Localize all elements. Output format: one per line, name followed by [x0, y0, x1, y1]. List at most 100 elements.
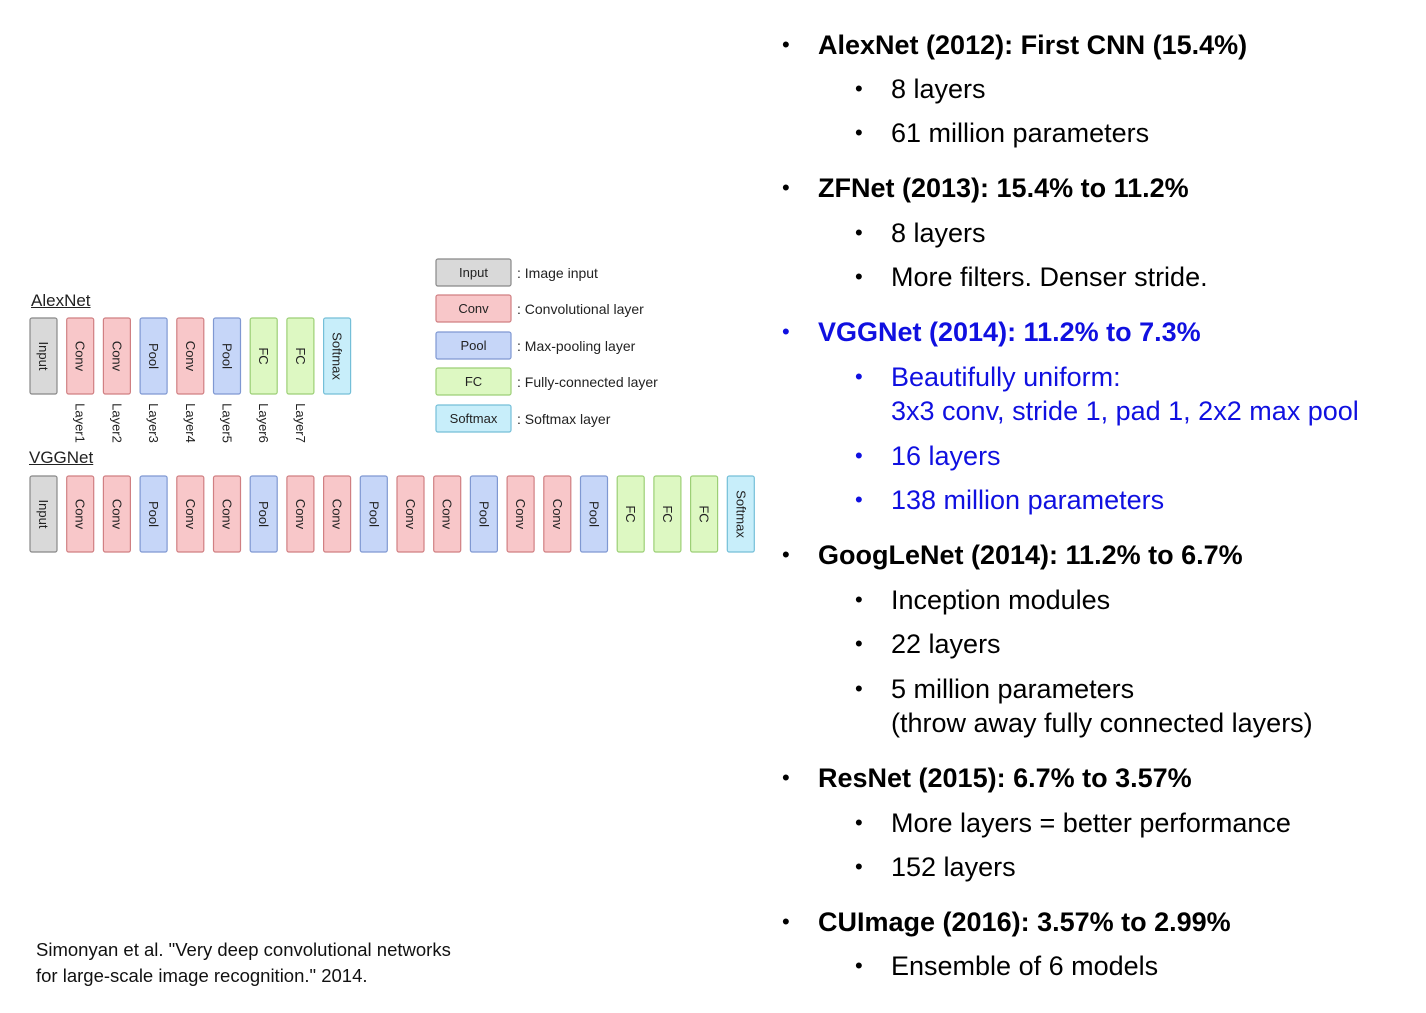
conv-block-label: Conv: [330, 499, 345, 530]
pool-block: [579, 475, 609, 553]
fc-block: [653, 475, 682, 553]
pool-block-label: Pool: [146, 501, 161, 527]
fc-block: [249, 317, 278, 395]
bullet-dot: •: [782, 175, 790, 200]
pool-block-label: Pool: [476, 501, 491, 527]
legend-description: : Fully-connected layer: [517, 374, 658, 390]
zfnet-item: More filters. Denser stride.: [891, 262, 1208, 292]
alexnet-heading: AlexNet (2012): First CNN (15.4%): [818, 30, 1248, 60]
conv-block-label: Conv: [109, 341, 124, 372]
fc-block-label: FC: [293, 347, 308, 364]
vggnet-item-continued: 3x3 conv, stride 1, pad 1, 2x2 max pool: [891, 396, 1359, 426]
conv-block: [506, 475, 535, 553]
fc-block-label: FC: [256, 347, 271, 364]
conv-block: [176, 317, 205, 395]
conv-block: [543, 475, 572, 553]
input-block: [29, 317, 58, 395]
fc-block-label: FC: [623, 505, 638, 522]
bullet-dot: •: [855, 487, 863, 512]
fc-block-label: FC: [697, 505, 712, 522]
conv-block: [102, 475, 132, 553]
googlenet-heading: GoogLeNet (2014): 11.2% to 6.7%: [818, 540, 1243, 570]
citation-line-2: for large-scale image recognition." 2014…: [36, 965, 368, 986]
layer-label: Layer3: [146, 403, 161, 443]
bullet-dot: •: [855, 587, 863, 612]
pool-block: [139, 317, 168, 395]
pool-block-label: Pool: [460, 338, 486, 353]
resnet-item: 152 layers: [891, 852, 1016, 882]
fc-block: [286, 317, 315, 395]
conv-block-label: Conv: [550, 499, 565, 530]
bullet-dot: •: [782, 765, 790, 790]
fc-block: [435, 367, 512, 396]
conv-block: [396, 475, 425, 553]
legend-description: : Convolutional layer: [517, 301, 644, 317]
input-block-label: Input: [36, 342, 51, 371]
pool-block-label: Pool: [146, 343, 161, 369]
fc-block-label: FC: [660, 505, 675, 522]
bullet-dot: •: [782, 32, 790, 57]
conv-block-label: Conv: [220, 499, 235, 530]
conv-block: [286, 475, 315, 553]
bullet-dot: •: [855, 364, 863, 389]
citation-line-1: Simonyan et al. "Very deep convolutional…: [36, 939, 451, 960]
pool-block: [469, 475, 498, 553]
vggnet-item: 16 layers: [891, 441, 1001, 471]
conv-block-label: Conv: [440, 499, 455, 530]
conv-block: [212, 475, 242, 553]
conv-block: [66, 475, 95, 553]
conv-block: [323, 475, 352, 553]
pool-block-label: Pool: [366, 501, 381, 527]
layer-label: Layer2: [109, 403, 124, 443]
citation: Simonyan et al. "Very deep convolutional…: [36, 937, 451, 989]
layer-label: Layer1: [73, 403, 88, 443]
fc-block: [616, 475, 645, 553]
vggnet-heading: VGGNet (2014): 11.2% to 7.3%: [818, 317, 1201, 347]
conv-block-label: Conv: [183, 341, 198, 372]
pool-block-label: Pool: [220, 343, 235, 369]
conv-block-label: Conv: [458, 301, 489, 316]
alexnet-title: AlexNet: [31, 291, 91, 310]
vggnet-item: Beautifully uniform:: [891, 362, 1121, 392]
bullet-dot: •: [855, 953, 863, 978]
cuimage-heading: CUImage (2016): 3.57% to 2.99%: [818, 907, 1231, 937]
input-block-label: Input: [36, 500, 51, 529]
bullet-dot: •: [855, 854, 863, 879]
layer-label: Layer7: [293, 403, 308, 443]
pool-block-label: Pool: [256, 501, 271, 527]
conv-block: [102, 317, 132, 395]
conv-block-label: Conv: [403, 499, 418, 530]
layer-label: Layer4: [183, 403, 198, 443]
alexnet-item: 61 million parameters: [891, 118, 1150, 148]
bullet-dot: •: [855, 120, 863, 145]
conv-block-label: Conv: [73, 499, 88, 530]
legend-description: : Max-pooling layer: [517, 338, 636, 354]
conv-block: [176, 475, 205, 553]
vggnet-item: 138 million parameters: [891, 485, 1165, 515]
softmax-block: [726, 475, 755, 553]
conv-block-label: Conv: [293, 499, 308, 530]
softmax-block-label: Softmax: [330, 332, 345, 380]
googlenet-item-continued: (throw away fully connected layers): [891, 708, 1313, 738]
softmax-block: [435, 404, 512, 433]
resnet-heading: ResNet (2015): 6.7% to 3.57%: [818, 763, 1192, 793]
conv-block-label: Conv: [109, 499, 124, 530]
input-block: [435, 258, 512, 287]
resnet-item: More layers = better performance: [891, 808, 1291, 838]
googlenet-item: Inception modules: [891, 585, 1111, 615]
conv-block: [66, 317, 95, 395]
bullet-dot: •: [855, 676, 863, 701]
conv-block-label: Conv: [183, 499, 198, 530]
conv-block-label: Conv: [513, 499, 528, 530]
pool-block: [249, 475, 278, 553]
conv-block: [435, 294, 512, 323]
vggnet-title: VGGNet: [29, 448, 94, 467]
input-block-label: Input: [459, 265, 488, 280]
conv-block-label: Conv: [73, 341, 88, 372]
bullet-dot: •: [855, 631, 863, 656]
input-block: [29, 475, 58, 553]
softmax-block-label: Softmax: [450, 411, 498, 426]
bullet-dot: •: [855, 76, 863, 101]
architecture-diagram: Input Conv Conv Pool Conv Pool FC FC Softmax Laye…: [29, 258, 755, 553]
fc-block-label: FC: [465, 374, 482, 389]
